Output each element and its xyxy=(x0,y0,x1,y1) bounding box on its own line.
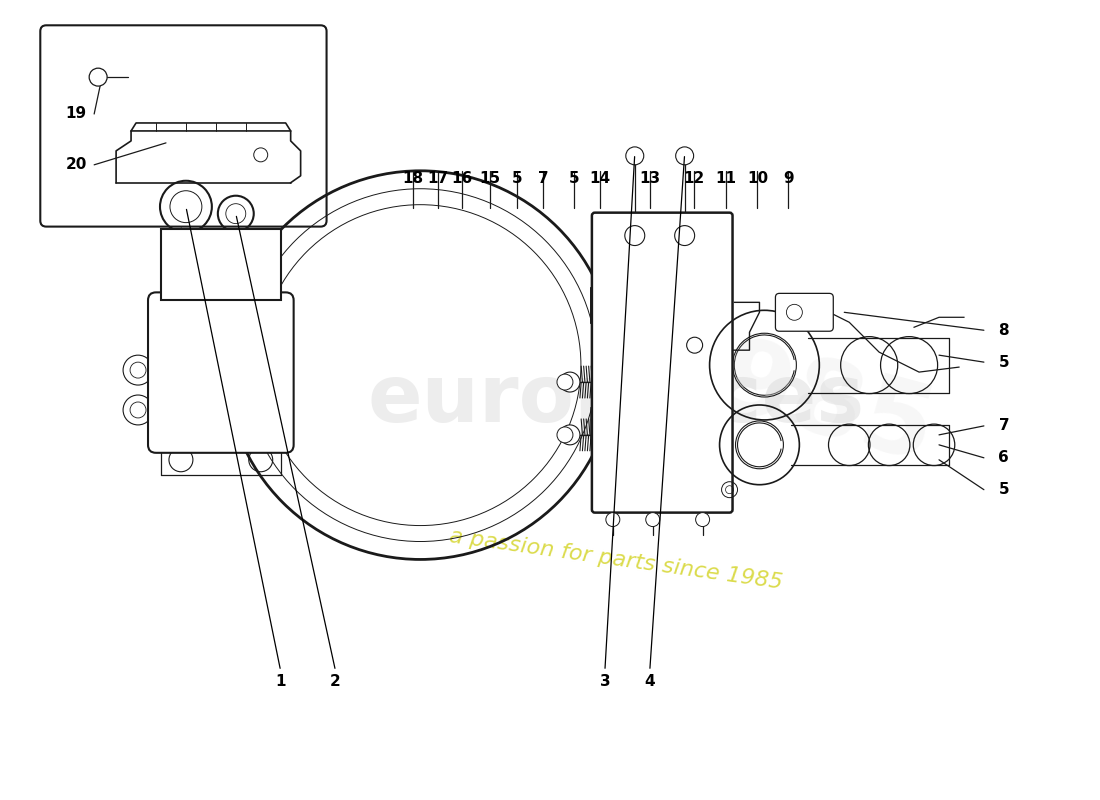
Text: 7: 7 xyxy=(538,171,548,186)
Text: 10: 10 xyxy=(747,171,768,186)
FancyBboxPatch shape xyxy=(41,26,327,226)
Text: 6: 6 xyxy=(999,450,1009,466)
Bar xyxy=(590,407,612,443)
Text: 8: 8 xyxy=(999,322,1009,338)
Text: 5: 5 xyxy=(569,171,580,186)
Circle shape xyxy=(695,513,710,526)
Text: 18: 18 xyxy=(403,171,424,186)
Text: 9: 9 xyxy=(783,171,794,186)
Circle shape xyxy=(560,372,580,392)
Text: 13: 13 xyxy=(639,171,660,186)
Text: 2: 2 xyxy=(330,674,341,689)
Text: 19: 19 xyxy=(66,106,87,122)
Circle shape xyxy=(557,374,573,390)
FancyBboxPatch shape xyxy=(148,292,294,453)
Text: 14: 14 xyxy=(590,171,610,186)
Text: 1: 1 xyxy=(275,674,286,689)
Circle shape xyxy=(686,338,703,353)
Text: 4: 4 xyxy=(645,674,656,689)
Text: 1985: 1985 xyxy=(638,314,944,486)
Text: 7: 7 xyxy=(999,418,1009,434)
Text: 5: 5 xyxy=(999,482,1009,497)
Circle shape xyxy=(89,68,107,86)
Text: 12: 12 xyxy=(683,171,704,186)
Circle shape xyxy=(557,427,573,443)
Text: 5: 5 xyxy=(512,171,522,186)
Circle shape xyxy=(560,425,580,445)
Text: 15: 15 xyxy=(480,171,501,186)
Bar xyxy=(161,229,280,300)
Circle shape xyxy=(626,147,644,165)
Circle shape xyxy=(675,147,694,165)
Circle shape xyxy=(606,513,619,526)
Bar xyxy=(590,287,612,323)
Text: 16: 16 xyxy=(452,171,473,186)
FancyBboxPatch shape xyxy=(776,294,834,331)
Text: 20: 20 xyxy=(66,158,87,172)
FancyBboxPatch shape xyxy=(592,213,733,513)
Circle shape xyxy=(646,513,660,526)
Text: 3: 3 xyxy=(600,674,610,689)
Text: a passion for parts since 1985: a passion for parts since 1985 xyxy=(448,526,784,593)
Text: 17: 17 xyxy=(428,171,449,186)
Text: 11: 11 xyxy=(715,171,736,186)
Text: 5: 5 xyxy=(999,354,1009,370)
Text: europeices: europeices xyxy=(367,361,865,439)
